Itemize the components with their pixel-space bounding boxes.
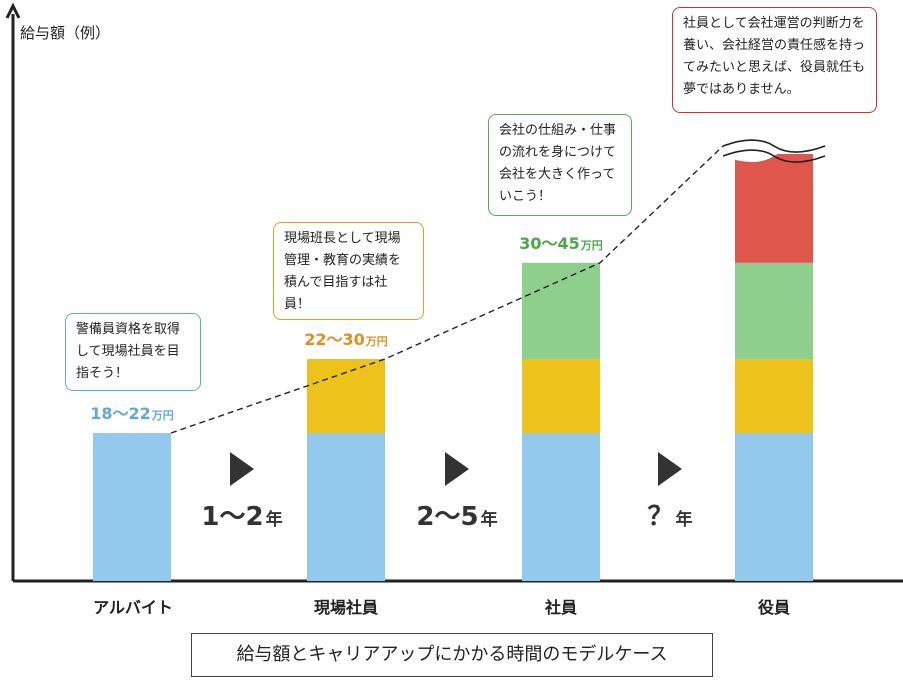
bar-employee-upper (522, 262, 600, 359)
category-label-executive: 役員 (757, 598, 790, 617)
bar-executive-upper (735, 262, 813, 359)
value-label-part-timer: 18〜22万円 (90, 404, 174, 423)
step-duration-label-3: ？年 (647, 502, 692, 532)
step-duration-label-2: 2〜5 年 (416, 502, 497, 532)
category-label-part-timer: アルバイト (93, 598, 173, 617)
bar-executive-top (735, 154, 813, 263)
category-label-site-staff: 現場社員 (313, 598, 378, 617)
callout-part-timer: 警備員資格を取得して現場社員を目指そう！ (65, 313, 201, 391)
step-arrow-icon-1 (230, 452, 254, 486)
value-label-site-staff: 22〜30万円 (304, 330, 388, 349)
bar-executive-mid (735, 359, 813, 433)
y-axis-arrow (5, 2, 21, 19)
bar-site-staff-mid (307, 359, 385, 433)
step-arrow-icon-2 (445, 452, 469, 486)
callout-site-staff: 現場班長として現場管理・教育の実績を積んで目指すは社員！ (273, 222, 424, 320)
bar-break-gap (723, 140, 825, 163)
bar-site-staff-base (307, 433, 385, 581)
step-duration-label-1: 1〜2 年 (201, 502, 282, 532)
bar-employee-base (522, 433, 600, 581)
value-label-employee: 30〜45万円 (519, 234, 603, 253)
bar-break-line-lower (722, 149, 826, 163)
chart-caption: 給与額とキャリアアップにかかる時間のモデルケース (191, 633, 713, 677)
y-axis-label: 給与額（例） (20, 24, 111, 42)
bar-break-line-upper (722, 139, 826, 153)
bar-employee-mid (522, 359, 600, 433)
callout-executive: 社員として会社運営の判断力を養い、会社経営の責任感を持ってみたいと思えば、役員就… (672, 7, 877, 113)
trend-dashed-line (170, 145, 724, 434)
bar-part-timer-base (93, 433, 171, 581)
category-label-employee: 社員 (544, 598, 577, 617)
bar-executive-base (735, 433, 813, 581)
step-arrow-icon-3 (658, 452, 682, 486)
callout-employee: 会社の仕組み・仕事の流れを身につけて会社を大きく作っていこう！ (488, 114, 632, 216)
